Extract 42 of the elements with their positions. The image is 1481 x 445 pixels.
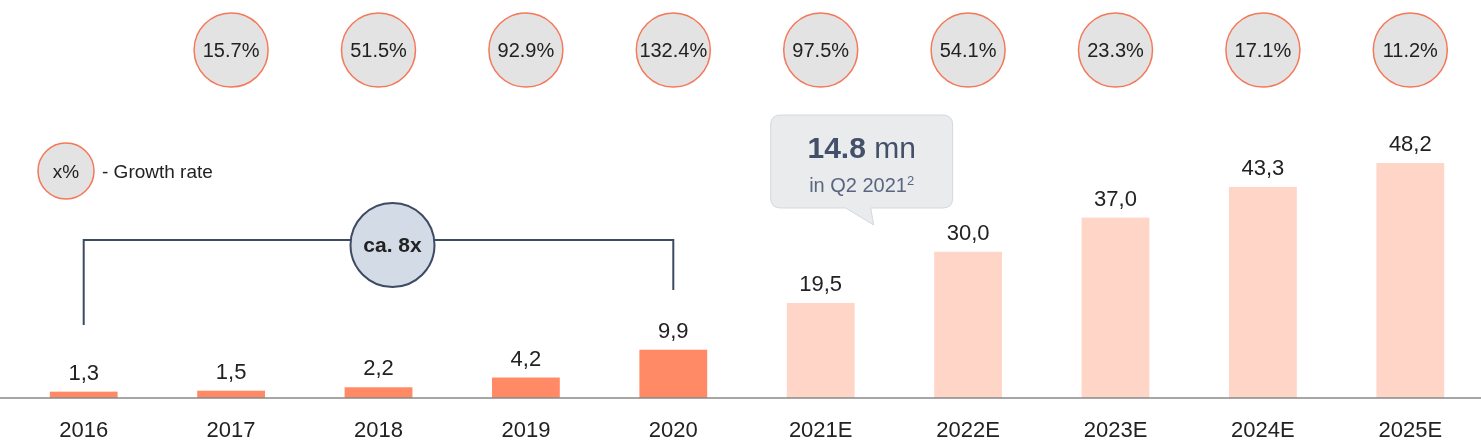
text: 11.2% bbox=[1382, 39, 1439, 61]
x-tick-label: 2017 bbox=[206, 417, 256, 442]
data-label: 1,3 bbox=[68, 359, 99, 385]
text: 51.5% bbox=[350, 39, 408, 61]
data-label: 43,3 bbox=[1241, 154, 1285, 180]
bar bbox=[1376, 163, 1445, 398]
text: 54.1% bbox=[939, 39, 997, 61]
text: 17.1% bbox=[1234, 39, 1292, 61]
annotation: x% bbox=[52, 161, 80, 182]
text: 15.7% bbox=[202, 39, 260, 61]
data-label: 1,5 bbox=[215, 358, 247, 384]
bar bbox=[786, 302, 855, 398]
annotation: - Growth rate bbox=[102, 161, 213, 182]
bar bbox=[639, 349, 708, 398]
bar bbox=[492, 377, 560, 398]
data-label: 9,9 bbox=[658, 317, 689, 343]
bar bbox=[1229, 186, 1297, 398]
x-tick-label: 2019 bbox=[501, 417, 551, 442]
x-tick-label: 2016 bbox=[59, 417, 109, 442]
x-tick-label: 2020 bbox=[648, 417, 698, 442]
text: 97.5% bbox=[792, 39, 850, 61]
x-tick-label: 2024E bbox=[1231, 417, 1295, 442]
text: 92.9% bbox=[497, 39, 555, 61]
x-tick-label: 2023E bbox=[1083, 417, 1148, 442]
bar bbox=[934, 251, 1002, 398]
bar bbox=[1081, 217, 1150, 398]
annotation: ca. 8x bbox=[363, 233, 423, 256]
data-label: 4,2 bbox=[510, 345, 542, 371]
data-label: 19,5 bbox=[799, 270, 843, 296]
data-label: 30,0 bbox=[946, 219, 990, 245]
x-tick-label: 2021E bbox=[788, 417, 853, 442]
text: 23.3% bbox=[1087, 39, 1145, 61]
data-label: 2,2 bbox=[363, 355, 394, 381]
x-tick-label: 2018 bbox=[354, 417, 403, 442]
x-tick-label: 2025E bbox=[1378, 417, 1443, 442]
x-tick-label: 2022E bbox=[936, 417, 1000, 442]
annotation: 14.8 mn bbox=[807, 131, 916, 164]
text: 132.4% bbox=[639, 39, 708, 61]
bar bbox=[344, 387, 413, 398]
annotation: in Q2 2021$^{2}$ bbox=[809, 172, 915, 196]
data-label: 48,2 bbox=[1388, 131, 1432, 156]
data-label: 37,0 bbox=[1094, 185, 1137, 211]
